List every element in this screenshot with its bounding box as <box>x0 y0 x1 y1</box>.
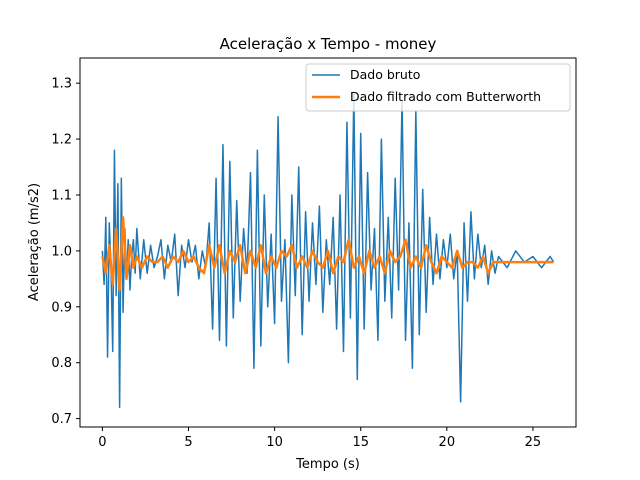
plot-frame <box>79 57 577 428</box>
y-tick-label: 1.0 <box>51 244 72 259</box>
series-layer <box>101 93 555 409</box>
legend: Dado bruto Dado filtrado com Butterworth <box>305 63 571 112</box>
x-tick-label: 25 <box>525 435 542 450</box>
y-tick-label: 1.3 <box>51 77 72 92</box>
series-line-filtered <box>101 216 554 292</box>
y-tick-label: 0.9 <box>51 300 72 315</box>
x-axis-label: Tempo (s) <box>295 457 360 472</box>
chart-title: Aceleração x Tempo - money <box>220 35 437 53</box>
x-tick-label: 10 <box>266 435 283 450</box>
y-tick-label: 0.8 <box>51 356 72 371</box>
legend-box <box>305 63 571 112</box>
legend-label-raw: Dado bruto <box>350 67 420 82</box>
series-line-raw <box>101 93 555 409</box>
x-tick-label: 20 <box>439 435 456 450</box>
y-tick-label: 1.2 <box>51 133 72 148</box>
x-tick-label: 0 <box>98 435 106 450</box>
y-tick-label: 0.7 <box>51 412 72 427</box>
y-axis-label: Aceleração (m/s2) <box>27 183 42 301</box>
legend-label-filtered: Dado filtrado com Butterworth <box>350 89 541 104</box>
x-tick-label: 15 <box>352 435 369 450</box>
y-axis: 0.7 0.8 0.9 1.0 1.1 1.2 1.3 <box>51 77 80 427</box>
y-tick-label: 1.1 <box>51 188 72 203</box>
x-tick-label: 5 <box>184 435 192 450</box>
x-axis: 0 5 10 15 20 25 <box>98 427 541 450</box>
